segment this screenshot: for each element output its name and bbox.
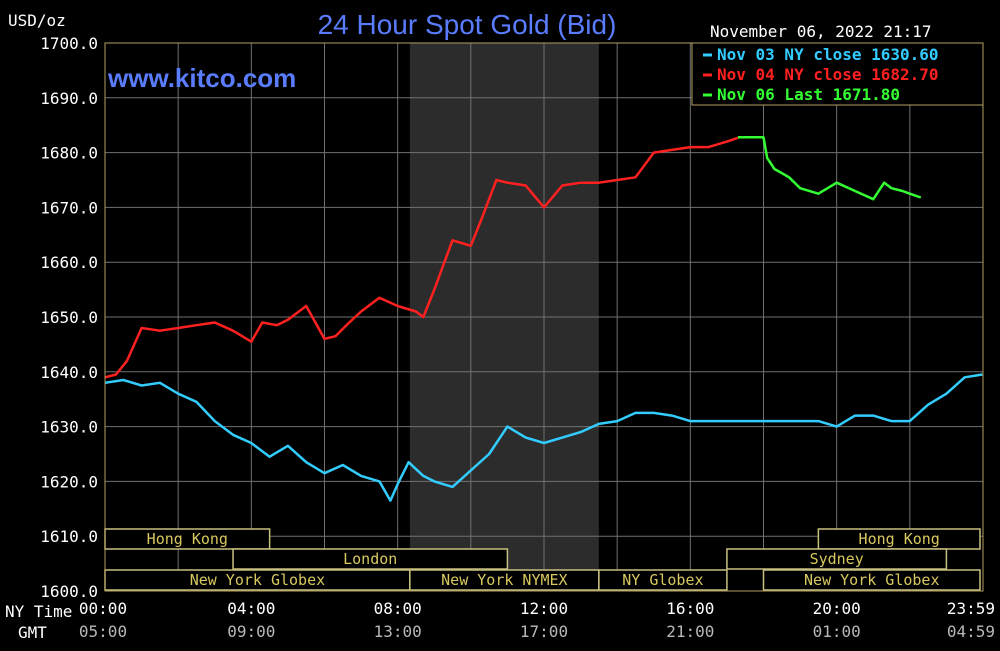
- x-tick-label-ny: 08:00: [374, 599, 422, 618]
- y-tick-label: 1610.0: [40, 527, 98, 546]
- y-tick-label: 1630.0: [40, 418, 98, 437]
- series-lines: [104, 136, 983, 502]
- plot-border: [104, 42, 984, 592]
- legend-box: [691, 42, 984, 106]
- y-tick-label: 1640.0: [40, 363, 98, 382]
- session-box: [726, 548, 948, 570]
- y-tick-label: 1690.0: [40, 89, 98, 108]
- x-axis-label-ny: NY Time: [5, 602, 72, 621]
- y-tick-label: 1660.0: [40, 253, 98, 272]
- x-tick-label-gmt: 09:00: [227, 622, 275, 641]
- series-line-1: [104, 136, 739, 379]
- session-label: Sydney: [810, 550, 864, 568]
- x-tick-label-ny: 12:00: [520, 599, 568, 618]
- session-label: NY Globex: [622, 571, 703, 589]
- y-tick-label: 1650.0: [40, 308, 98, 327]
- session-label: New York Globex: [804, 571, 939, 589]
- session-box: [598, 569, 728, 591]
- legend-entry-0: Nov 03 NY close 1630.60: [717, 45, 939, 64]
- y-tick-label: 1670.0: [40, 198, 98, 217]
- x-tick-label-ny: 00:00: [79, 599, 127, 618]
- session-box: [232, 548, 509, 570]
- x-tick-label-gmt: 17:00: [520, 622, 568, 641]
- session-label: Hong Kong: [147, 530, 228, 548]
- x-tick-label-ny: 20:00: [813, 599, 861, 618]
- session-label: London: [343, 550, 397, 568]
- y-tick-label: 1620.0: [40, 472, 98, 491]
- x-tick-label-ny: 23:59: [947, 599, 995, 618]
- x-tick-label-gmt: 05:00: [79, 622, 127, 641]
- x-tick-label-gmt: 13:00: [374, 622, 422, 641]
- y-tick-label: 1680.0: [40, 144, 98, 163]
- trading-sessions: Hong Kong Hong Kong London Sydney New York G…: [104, 528, 981, 591]
- y-tick-label: 1700.0: [40, 34, 98, 53]
- session-label: Hong Kong: [859, 530, 940, 548]
- x-tick-labels: 00:00 05:00 04:00 09:00 08:00 13:00 12:00 17:00…: [79, 599, 995, 641]
- x-tick-label-ny: 04:00: [227, 599, 275, 618]
- timestamp: November 06, 2022 21:17: [710, 22, 932, 41]
- y-tick-labels: 1600.0 1610.0 1620.0 1630.0 1640.0 1650.0 1660…: [40, 34, 98, 601]
- x-tick-label-gmt: 01:00: [813, 622, 861, 641]
- x-tick-label-gmt: 04:59: [947, 622, 995, 641]
- y-tick-label: 1600.0: [40, 582, 98, 601]
- series-line-0: [104, 373, 983, 502]
- series-line-2: [737, 136, 922, 201]
- x-tick-label-ny: 16:00: [666, 599, 714, 618]
- x-axis-label-gmt: GMT: [18, 623, 47, 642]
- legend-entry-2: Nov 06 Last 1671.80: [717, 85, 900, 104]
- legend-entry-1: Nov 04 NY close 1682.70: [717, 65, 939, 84]
- x-tick-label-gmt: 21:00: [666, 622, 714, 641]
- session-label: New York NYMEX: [441, 571, 567, 589]
- chart-title: 24 Hour Spot Gold (Bid): [318, 9, 617, 40]
- y-axis-label: USD/oz: [8, 11, 66, 30]
- watermark: www.kitco.com: [107, 63, 296, 93]
- session-label: New York Globex: [190, 571, 325, 589]
- session-box: [762, 569, 981, 591]
